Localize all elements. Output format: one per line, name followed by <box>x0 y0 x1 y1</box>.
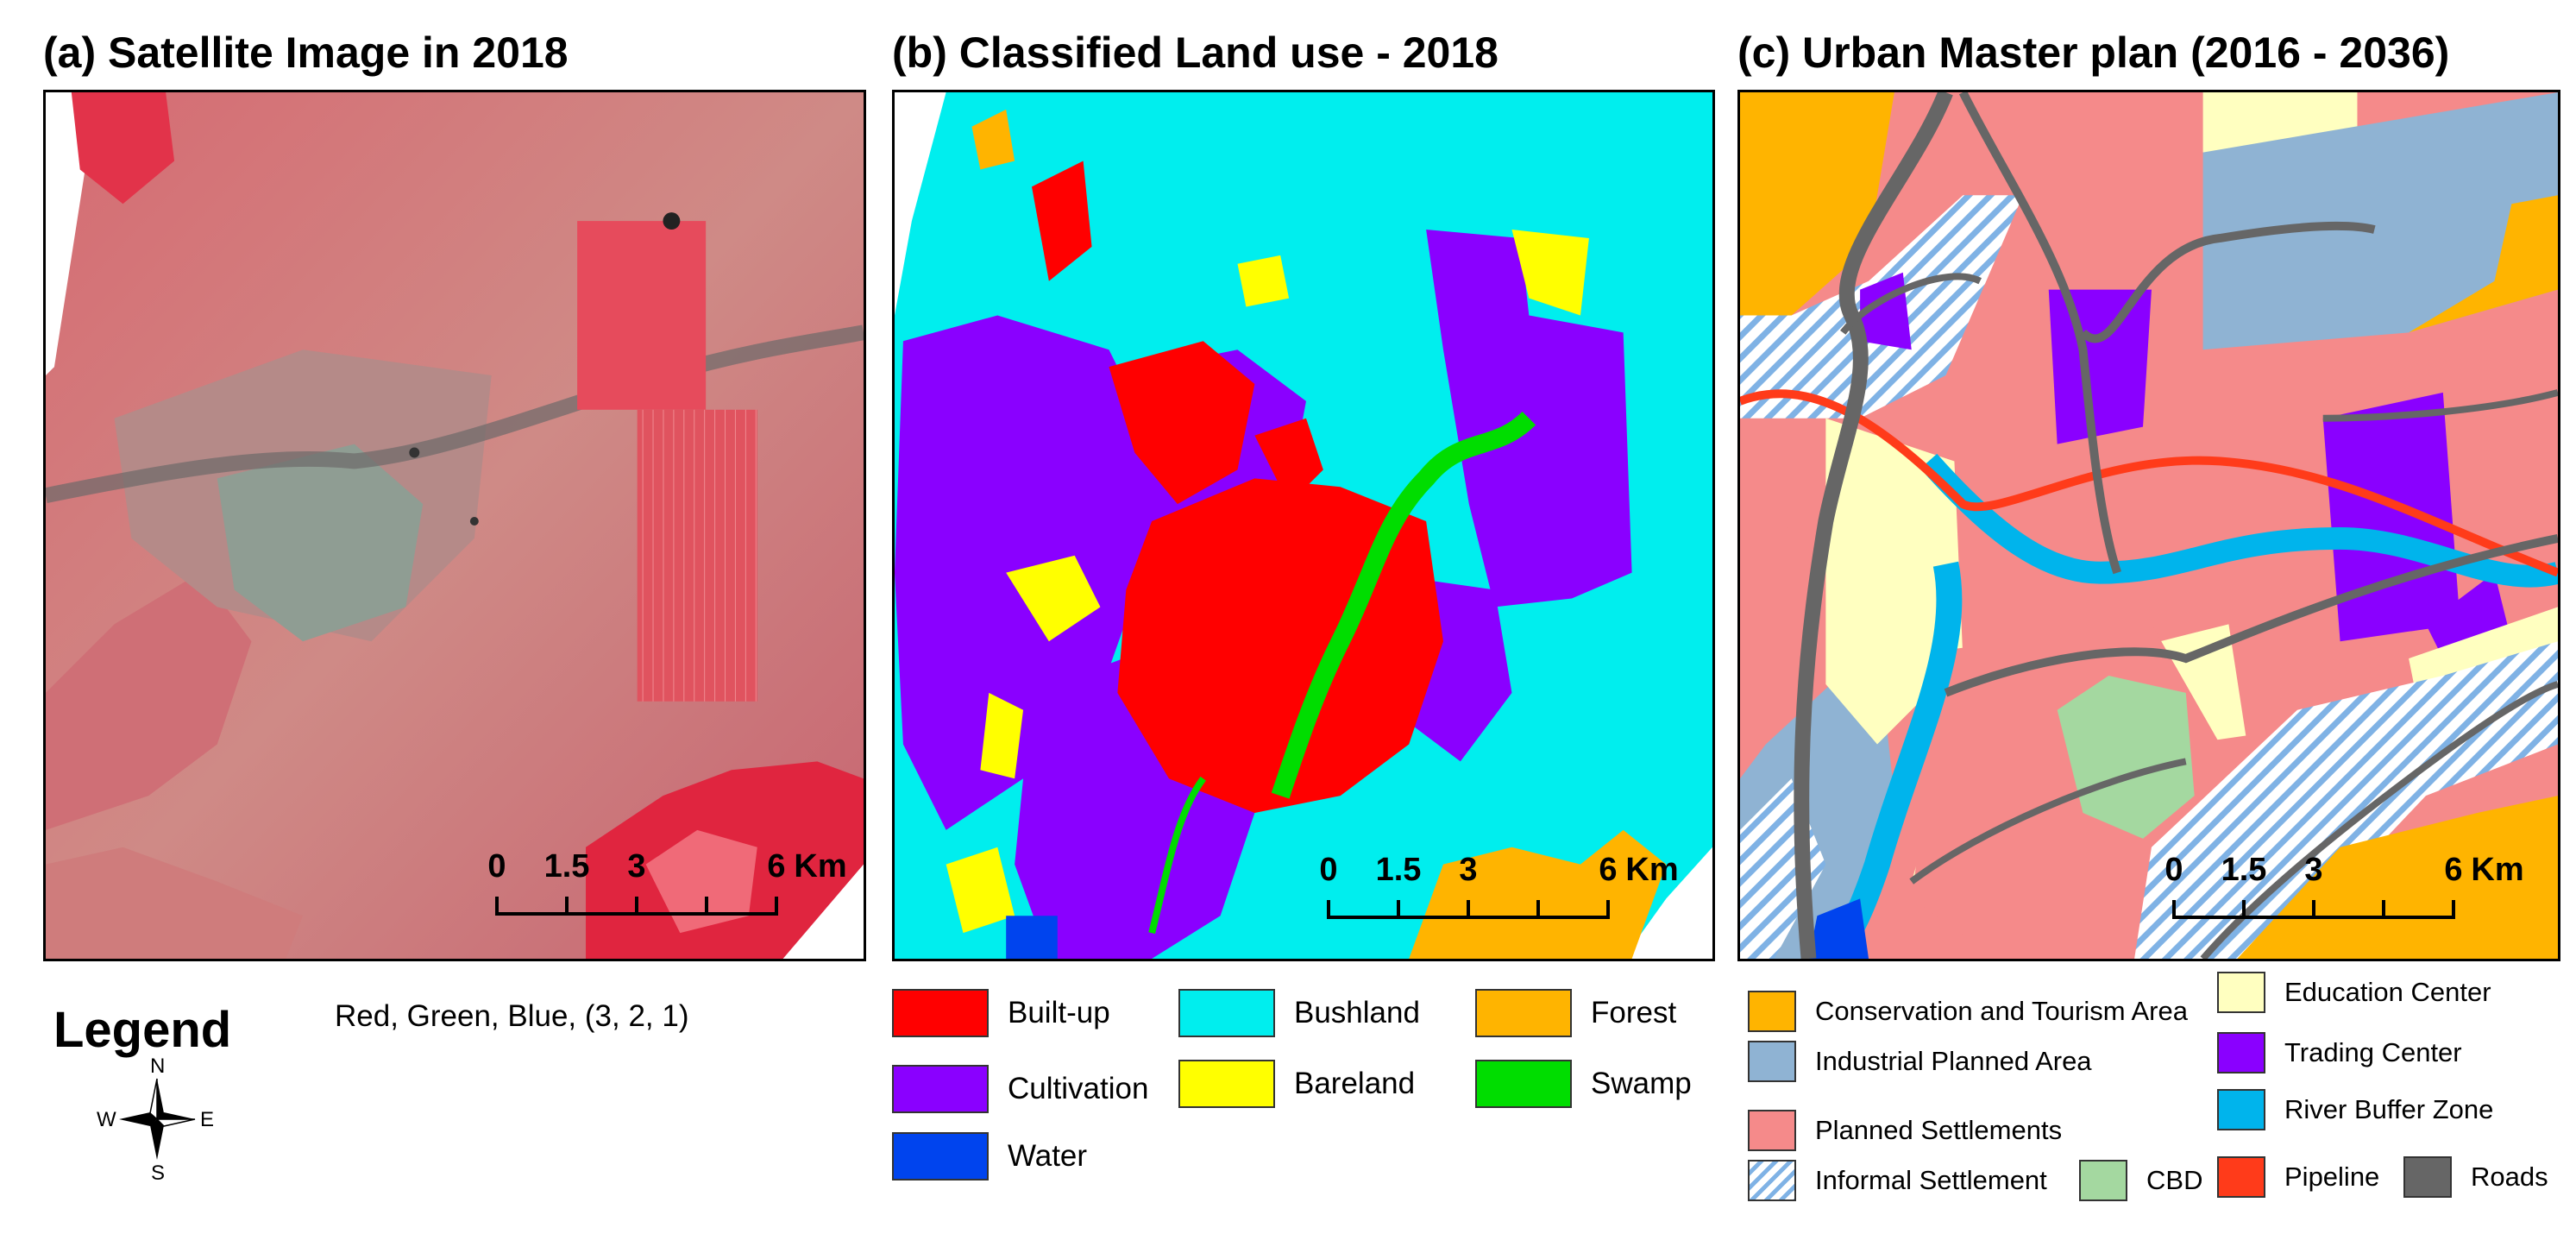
legend-item-informal-settlement: Informal Settlement <box>1748 1160 2047 1201</box>
scale-unit: Km <box>2471 852 2524 888</box>
compass-n: N <box>150 1055 166 1078</box>
scale-tick-0: 0 <box>1319 852 1338 888</box>
legend-label: Swamp <box>1591 1067 1692 1100</box>
legend-swatch <box>2079 1160 2127 1201</box>
legend-swatch <box>1748 1041 1796 1082</box>
legend-label: Built-up <box>1008 996 1110 1029</box>
panel-a-title: (a) Satellite Image in 2018 <box>43 28 569 77</box>
panel-c-title: (c) Urban Master plan (2016 - 2036) <box>1737 28 2450 77</box>
legend-label: Cultivation <box>1008 1072 1149 1105</box>
legend-item-industrial: Industrial Planned Area <box>1748 1041 2092 1082</box>
legend-heading: Legend <box>53 1002 232 1058</box>
scale-tick-6: 6 <box>1599 852 1618 888</box>
legend-item-bareland: Bareland <box>1178 1060 1415 1108</box>
legend-item-bushland: Bushland <box>1178 989 1420 1037</box>
panel-b-title: (b) Classified Land use - 2018 <box>892 28 1498 77</box>
legend-swatch <box>2217 1089 2265 1130</box>
legend-swatch <box>2217 972 2265 1013</box>
legend-item-forest: Forest <box>1475 989 1676 1037</box>
compass-rose-icon <box>119 1078 196 1160</box>
scale-tick-1-5: 1.5 <box>2221 852 2267 888</box>
legend-swatch <box>1748 991 1796 1032</box>
scale-tick-0: 0 <box>487 848 506 885</box>
legend-item-education-center: Education Center <box>2217 972 2491 1013</box>
legend-label: Education Center <box>2284 977 2491 1007</box>
band-combination-note: Red, Green, Blue, (3, 2, 1) <box>335 999 689 1033</box>
legend-item-cultivation: Cultivation <box>892 1065 1148 1113</box>
legend-swatch <box>1178 1060 1275 1108</box>
scale-tick-0: 0 <box>2164 852 2183 888</box>
urban-master-plan-map: 0 1.5 3 6 Km <box>1737 90 2560 961</box>
legend-swatch <box>2217 1156 2265 1198</box>
scale-tick-1-5: 1.5 <box>543 848 590 885</box>
scale-tick-1-5: 1.5 <box>1375 852 1422 888</box>
legend-label: Informal Settlement <box>1815 1165 2047 1195</box>
scale-tick-6: 6 <box>2444 852 2463 888</box>
legend-swatch <box>1748 1110 1796 1151</box>
scale-unit: Km <box>794 848 847 885</box>
satellite-image-map: 0 1.5 3 6 Km <box>43 90 866 961</box>
legend-swatch <box>2217 1032 2265 1073</box>
scale-bar-a: 0 1.5 3 6 Km <box>486 848 847 926</box>
legend-swatch <box>892 1065 989 1113</box>
classified-landuse-map: 0 1.5 3 6 Km <box>892 90 1715 961</box>
scale-unit: Km <box>1625 852 1679 888</box>
scale-tick-6: 6 <box>767 848 786 885</box>
north-arrow: N S W E <box>97 1055 217 1185</box>
legend-item-built-up: Built-up <box>892 989 1110 1037</box>
scale-tick-3: 3 <box>627 848 646 885</box>
legend-label: Conservation and Tourism Area <box>1815 996 2188 1026</box>
legend-item-swamp: Swamp <box>1475 1060 1692 1108</box>
legend-swatch <box>1748 1160 1796 1201</box>
legend-label: Pipeline <box>2284 1162 2380 1192</box>
legend-label: River Buffer Zone <box>2284 1094 2494 1124</box>
legend-item-cbd: CBD <box>2079 1160 2202 1201</box>
compass-s: S <box>151 1162 166 1185</box>
legend-item-planned-settlements: Planned Settlements <box>1748 1110 2062 1151</box>
legend-item-trading-center: Trading Center <box>2217 1032 2462 1073</box>
scale-bar-b: 0 1.5 3 6 Km <box>1317 852 1679 929</box>
legend-label: Trading Center <box>2284 1037 2462 1067</box>
scale-bar-c: 0 1.5 3 6 Km <box>2163 852 2524 929</box>
legend-item-pipeline: Pipeline <box>2217 1156 2379 1198</box>
legend-label: Forest <box>1591 996 1677 1029</box>
legend-label: Roads <box>2471 1162 2548 1192</box>
legend-item-roads: Roads <box>2403 1156 2548 1198</box>
compass-e: E <box>200 1108 215 1131</box>
legend-swatch <box>1178 989 1275 1037</box>
legend-item-water: Water <box>892 1132 1087 1180</box>
legend-label: Planned Settlements <box>1815 1115 2063 1145</box>
legend-label: Industrial Planned Area <box>1815 1046 2092 1076</box>
legend-swatch <box>1475 989 1572 1037</box>
compass-w: W <box>97 1108 116 1131</box>
legend-swatch <box>2403 1156 2452 1198</box>
legend-item-conservation: Conservation and Tourism Area <box>1748 991 2188 1032</box>
legend-label: Bushland <box>1294 996 1420 1029</box>
scale-tick-3: 3 <box>1459 852 1478 888</box>
scale-tick-3: 3 <box>2304 852 2323 888</box>
legend-label: Bareland <box>1294 1067 1416 1100</box>
legend-label: Water <box>1008 1139 1088 1173</box>
legend-swatch <box>892 1132 989 1180</box>
legend-swatch <box>1475 1060 1572 1108</box>
legend-swatch <box>892 989 989 1037</box>
legend-item-river-buffer: River Buffer Zone <box>2217 1089 2493 1130</box>
legend-label: CBD <box>2146 1165 2203 1195</box>
